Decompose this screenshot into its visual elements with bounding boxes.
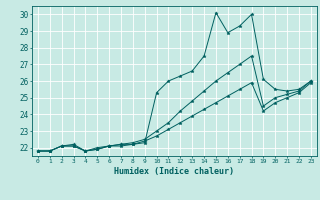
X-axis label: Humidex (Indice chaleur): Humidex (Indice chaleur) [115,167,234,176]
